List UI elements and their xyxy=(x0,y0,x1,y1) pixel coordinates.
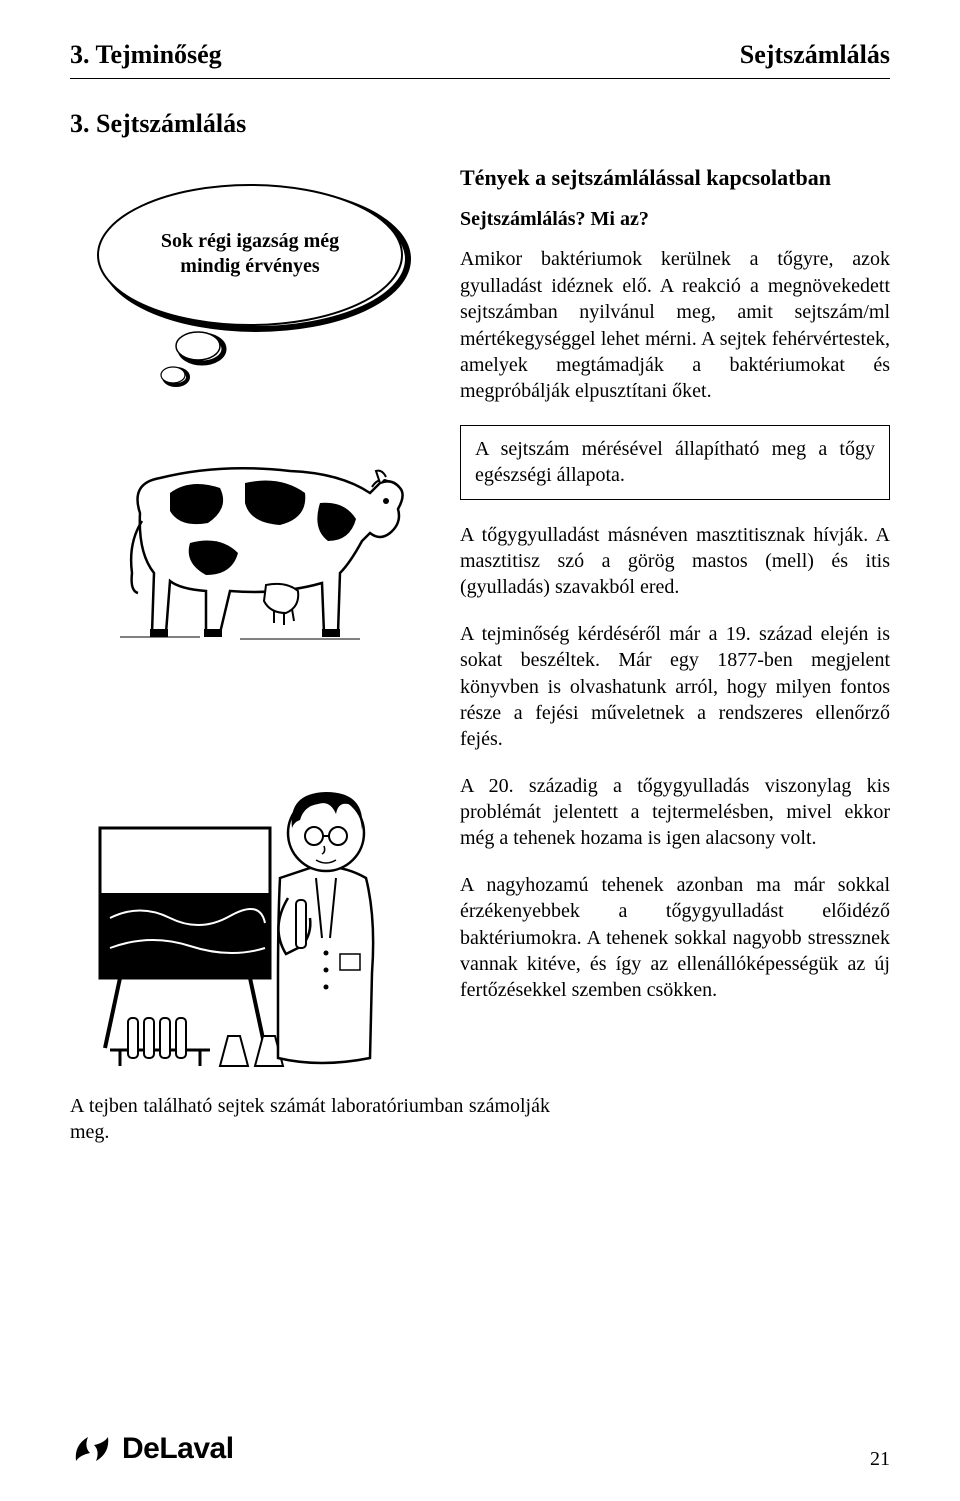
callout-box: A sejtszám mérésével állapítható meg a t… xyxy=(460,425,890,500)
left-column: Sok régi igazság még mindig érvényes xyxy=(70,163,430,1083)
header-right: Sejtszámlálás xyxy=(740,40,890,70)
scientist-icon xyxy=(90,718,410,1078)
question-heading: Sejtszámlálás? Mi az? xyxy=(460,206,890,232)
two-column-layout: Sok régi igazság még mindig érvényes xyxy=(70,163,890,1083)
delaval-logo-icon xyxy=(70,1427,114,1471)
page-footer: DeLaval 21 xyxy=(70,1427,890,1471)
right-column: Tények a sejtszámlálással kapcsolatban S… xyxy=(460,163,890,1083)
paragraph-2: A tőgygyulladást másnéven masztitisznak … xyxy=(460,522,890,601)
thought-bubble-figure: Sok régi igazság még mindig érvényes xyxy=(80,173,420,393)
thought-bubble-icon xyxy=(80,173,420,393)
page-header: 3. Tejminőség Sejtszámlálás xyxy=(70,40,890,70)
paragraph-4: A 20. századig a tőgygyulladás viszonyla… xyxy=(460,773,890,852)
scientist-figure xyxy=(90,718,410,1083)
page-number: 21 xyxy=(870,1448,890,1471)
paragraph-1: Amikor baktériumok kerülnek a tőgyre, az… xyxy=(460,246,890,404)
logo-text: DeLaval xyxy=(122,1432,234,1466)
cow-icon xyxy=(80,423,420,663)
bottom-paragraph: A tejben található sejtek számát laborat… xyxy=(70,1093,550,1146)
thought-bubble-text: Sok régi igazság még mindig érvényes xyxy=(130,229,370,279)
section-heading: 3. Sejtszámlálás xyxy=(70,109,890,139)
header-left: 3. Tejminőség xyxy=(70,40,222,70)
cow-figure xyxy=(80,423,420,668)
delaval-logo: DeLaval xyxy=(70,1427,234,1471)
paragraph-5: A nagyhozamú tehenek azonban ma már sokk… xyxy=(460,872,890,1004)
paragraph-3: A tejminőség kérdéséről már a 19. század… xyxy=(460,621,890,753)
document-page: 3. Tejminőség Sejtszámlálás 3. Sejtszáml… xyxy=(0,0,960,1501)
header-rule xyxy=(70,78,890,79)
right-subheading: Tények a sejtszámlálással kapcsolatban xyxy=(460,163,890,192)
